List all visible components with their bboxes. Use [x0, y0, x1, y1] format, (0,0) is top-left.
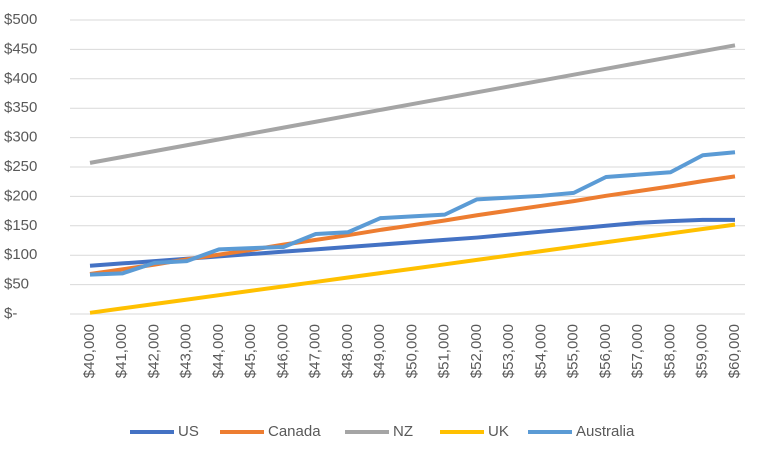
x-tick-label: $47,000: [307, 324, 324, 378]
x-tick-label: $58,000: [661, 324, 678, 378]
y-tick-label: $100: [4, 246, 37, 263]
x-tick-label: $57,000: [629, 324, 646, 378]
y-tick-label: $150: [4, 217, 37, 234]
y-tick-label: $300: [4, 129, 37, 146]
y-tick-label: $250: [4, 158, 37, 175]
legend-label: Canada: [268, 423, 321, 440]
x-tick-label: $55,000: [565, 324, 582, 378]
x-tick-label: $51,000: [436, 324, 453, 378]
legend-label: UK: [488, 423, 509, 440]
series-line: [89, 43, 736, 165]
x-tick-label: $59,000: [694, 324, 711, 378]
x-tick-label: $56,000: [597, 324, 614, 378]
y-tick-label: $-: [4, 305, 17, 322]
y-tick-label: $200: [4, 187, 37, 204]
x-tick-label: $48,000: [339, 324, 356, 378]
x-tick-label: $52,000: [468, 324, 485, 378]
x-tick-label: $44,000: [210, 324, 227, 378]
x-tick-label: $46,000: [274, 324, 291, 378]
series-line: [89, 222, 736, 315]
x-tick-label: $45,000: [242, 324, 259, 378]
x-tick-label: $43,000: [178, 324, 195, 378]
x-tick-label: $42,000: [145, 324, 162, 378]
x-tick-label: $50,000: [403, 324, 420, 378]
x-tick-label: $54,000: [532, 324, 549, 378]
y-tick-label: $350: [4, 99, 37, 116]
x-tick-label: $40,000: [81, 324, 98, 378]
y-tick-label: $450: [4, 40, 37, 57]
x-tick-label: $49,000: [371, 324, 388, 378]
y-tick-label: $500: [4, 11, 37, 28]
x-tick-label: $41,000: [113, 324, 130, 378]
x-tick-label: $53,000: [500, 324, 517, 378]
legend-label: Australia: [576, 423, 635, 440]
y-tick-label: $400: [4, 70, 37, 87]
series-line: [89, 150, 736, 277]
y-tick-label: $50: [4, 276, 29, 293]
legend-label: US: [178, 423, 199, 440]
legend-label: NZ: [393, 423, 413, 440]
x-tick-label: $60,000: [726, 324, 743, 378]
